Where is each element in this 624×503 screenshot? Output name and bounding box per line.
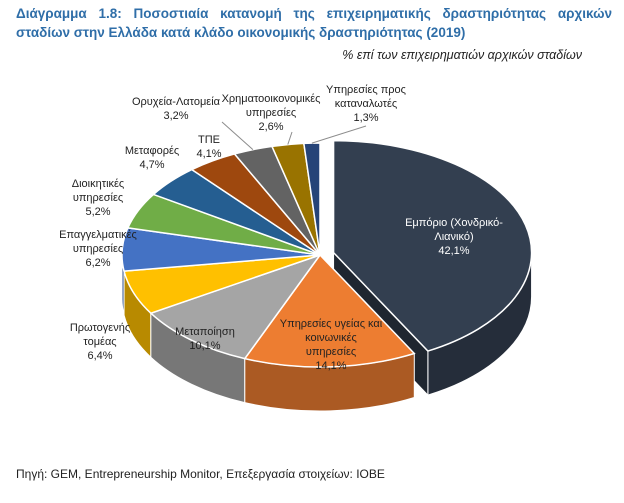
- slice-label-4: Επαγγελματικές υπηρεσίες 6,2%: [59, 229, 137, 269]
- pie-chart: Εμπόριο (Χονδρικό-Λιανικό) 42,1% Υπηρεσίες…: [59, 84, 533, 412]
- slice-label-10: Υπηρεσίες προς καταναλωτές 1,3%: [326, 84, 406, 124]
- slice-1: [243, 253, 416, 368]
- leader-line-8: [221, 121, 254, 150]
- slice-label-9: Χρηματοοικονομικές υπηρεσίες 2,6%: [222, 93, 321, 133]
- slice-label-7: ΤΠΕ 4,1%: [196, 134, 221, 160]
- slice-label-3: Πρωτογενής τομέας 6,4%: [70, 322, 130, 362]
- leader-line-9: [287, 131, 293, 145]
- leader-line-10: [311, 125, 367, 144]
- slice-label-8: Ορυχεία-Λατομεία 3,2%: [132, 96, 221, 122]
- slice-0: [332, 139, 533, 352]
- slice-label-6: Μεταφορές 4,7%: [125, 145, 179, 171]
- slice-2: [149, 253, 323, 360]
- slice-label-5: Διοικητικές υπηρεσίες 5,2%: [72, 178, 124, 218]
- chart-title: Διάγραμμα 1.8: Ποσοστιαία κατανομή της ε…: [16, 6, 612, 40]
- slice-label-0: Εμπόριο (Χονδρικό-Λιανικό) 42,1%: [405, 217, 503, 257]
- slice-label-2: Μεταποίηση 10,1%: [175, 326, 235, 352]
- slice-label-1: Υπηρεσίες υγείας και κοινωνικές υπηρεσίες 1…: [280, 318, 383, 372]
- source-note: Πηγή: GEM, Entrepreneurship Monitor, Επε…: [16, 467, 385, 481]
- chart-subtitle: % επί των επιχειρηματιών αρχικών σταδίων: [342, 48, 582, 62]
